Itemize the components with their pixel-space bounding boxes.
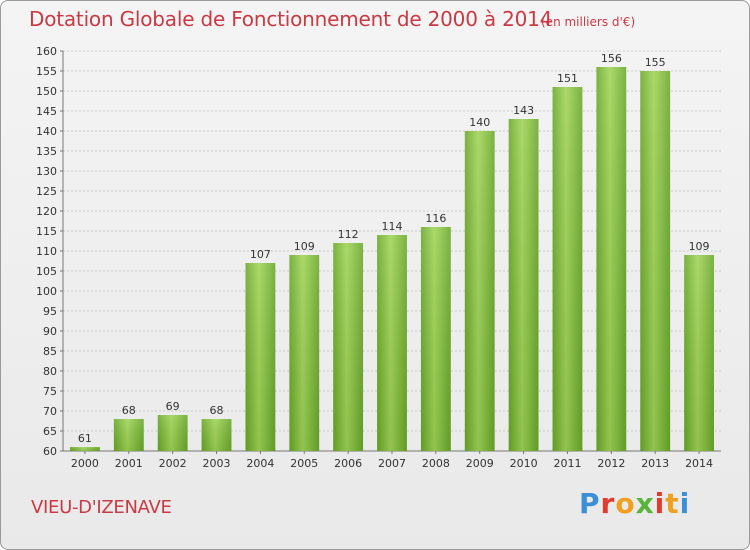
- bar-value-label: 69: [166, 400, 180, 413]
- bar-shade: [289, 255, 320, 451]
- x-tick-label: 2000: [71, 457, 99, 470]
- bar-shade: [333, 243, 364, 451]
- logo-letter: P: [579, 487, 601, 520]
- x-tick-label: 2005: [290, 457, 318, 470]
- x-tick-label: 2002: [159, 457, 187, 470]
- bar-shade: [70, 447, 100, 451]
- logo-letter: i: [679, 487, 691, 520]
- bar-value-label: 156: [601, 52, 622, 65]
- bar-value-label: 107: [250, 248, 271, 261]
- y-tick-label: 70: [43, 405, 57, 418]
- x-tick-label: 2001: [115, 457, 143, 470]
- bar-value-label: 151: [557, 72, 578, 85]
- y-tick-label: 85: [43, 345, 57, 358]
- logo-letter: r: [600, 487, 616, 520]
- bar-value-label: 109: [294, 240, 315, 253]
- bar-value-label: 114: [382, 220, 403, 233]
- bar-value-label: 68: [210, 404, 224, 417]
- y-tick-label: 100: [36, 285, 57, 298]
- logo-letter: i: [654, 487, 666, 520]
- bar-shade: [420, 227, 451, 451]
- y-tick-label: 90: [43, 325, 57, 338]
- y-tick-label: 155: [36, 65, 57, 78]
- y-tick-label: 120: [36, 205, 57, 218]
- data-labels: 61 68 69 68 107 109 112 114 116 140 143 151 156 155 10…: [78, 52, 710, 445]
- bar-chart: 60 65 70 75 80 85 90 95 100 105 110 115 120 125 130 135…: [36, 45, 721, 470]
- bar-value-label: 61: [78, 432, 92, 445]
- bar-shade: [684, 255, 714, 451]
- chart-subtitle: (en milliers d'€): [541, 15, 636, 29]
- bar-shade: [377, 235, 407, 451]
- bar-shade: [552, 87, 583, 451]
- x-tick-label: 2003: [203, 457, 231, 470]
- bar-value-label: 112: [338, 228, 359, 241]
- commune-name: VIEU-D'IZENAVE: [31, 497, 172, 518]
- bar-value-label: 140: [469, 116, 490, 129]
- y-tick-label: 145: [36, 105, 57, 118]
- x-tick-label: 2013: [641, 457, 669, 470]
- logo-letter: x: [635, 487, 655, 520]
- x-tick-label: 2007: [378, 457, 406, 470]
- y-tick-label: 105: [36, 265, 57, 278]
- bar-value-label: 143: [513, 104, 534, 117]
- y-tick-label: 140: [36, 125, 57, 138]
- y-tick-label: 125: [36, 185, 57, 198]
- bar-shade: [596, 67, 627, 451]
- bar-shade: [157, 415, 188, 451]
- bar-shade: [464, 131, 495, 451]
- bar-shade: [113, 419, 144, 451]
- y-tick-label: 60: [43, 445, 57, 458]
- x-tick-label: 2004: [246, 457, 274, 470]
- bar-shade: [245, 263, 276, 451]
- y-tick-label: 110: [36, 245, 57, 258]
- logo-letter: o: [615, 487, 636, 520]
- bar-value-label: 116: [425, 212, 446, 225]
- bar-value-label: 68: [122, 404, 136, 417]
- y-tick-label: 75: [43, 385, 57, 398]
- proxiti-logo: Proxiti: [579, 487, 690, 520]
- logo-letter: t: [665, 487, 680, 520]
- chart-title: Dotation Globale de Fonctionnement de 20…: [29, 7, 553, 31]
- x-tick-label: 2014: [685, 457, 713, 470]
- x-tick-label: 2009: [466, 457, 494, 470]
- x-tick-label: 2008: [422, 457, 450, 470]
- bar-shade: [640, 71, 671, 451]
- y-tick-label: 135: [36, 145, 57, 158]
- x-tick-label: 2012: [597, 457, 625, 470]
- x-tick-label: 2011: [553, 457, 581, 470]
- y-tick-label: 95: [43, 305, 57, 318]
- bars: [70, 67, 714, 451]
- y-tick-label: 150: [36, 85, 57, 98]
- y-tick-label: 130: [36, 165, 57, 178]
- bar-value-label: 109: [689, 240, 710, 253]
- y-tick-label: 115: [36, 225, 57, 238]
- x-tick-label: 2006: [334, 457, 362, 470]
- y-tick-label: 65: [43, 425, 57, 438]
- y-tick-label: 80: [43, 365, 57, 378]
- x-tick-label: 2010: [510, 457, 538, 470]
- bar-shade: [201, 419, 232, 451]
- bar-value-label: 155: [645, 56, 666, 69]
- y-tick-label: 160: [36, 45, 57, 58]
- bar-shade: [508, 119, 539, 451]
